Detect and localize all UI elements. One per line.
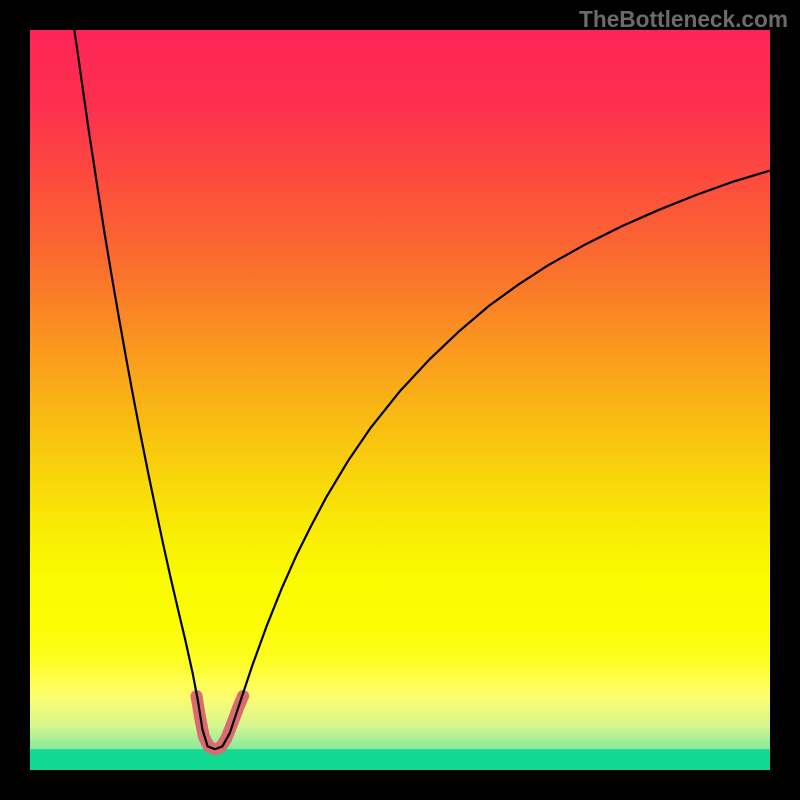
gradient-background: [30, 30, 770, 770]
green-band: [30, 749, 770, 770]
plot-svg: [30, 30, 770, 770]
chart-container: TheBottleneck.com: [0, 0, 800, 800]
plot-area: [30, 30, 770, 770]
watermark-text: TheBottleneck.com: [579, 6, 788, 33]
